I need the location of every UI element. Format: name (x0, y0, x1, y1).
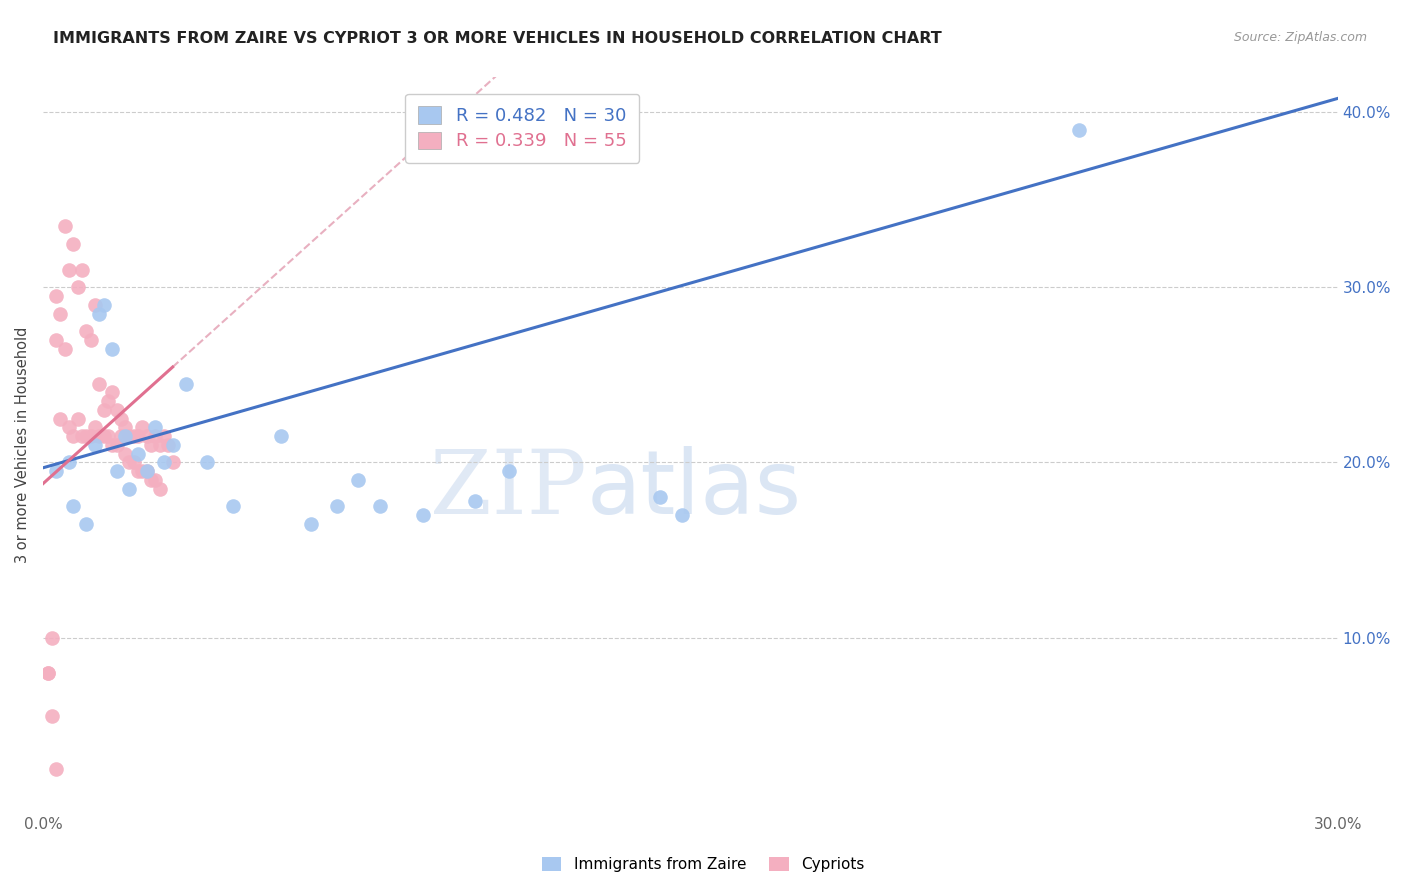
Point (75, 429, 97, 443)
Text: ZIP: ZIP (430, 445, 586, 533)
Point (135, 429, 157, 443)
Point (153, 429, 176, 443)
Point (93, 403, 115, 417)
Point (49, 307, 72, 321)
Point (79, 429, 101, 443)
Point (1067, 123, 1090, 137)
Point (127, 429, 149, 443)
Point (149, 438, 172, 452)
Point (101, 438, 124, 452)
Point (145, 429, 167, 443)
Point (45, 333, 67, 347)
Point (84, 298, 107, 312)
Text: Source: ZipAtlas.com: Source: ZipAtlas.com (1233, 31, 1367, 45)
Point (89, 307, 111, 321)
Point (62, 429, 84, 443)
Point (41, 709, 63, 723)
Point (53, 342, 76, 356)
Point (299, 516, 322, 531)
Text: IMMIGRANTS FROM ZAIRE VS CYPRIOT 3 OR MORE VEHICLES IN HOUSEHOLD CORRELATION CHA: IMMIGRANTS FROM ZAIRE VS CYPRIOT 3 OR MO… (53, 31, 942, 46)
Legend: Immigrants from Zaire, Cypriots: Immigrants from Zaire, Cypriots (534, 849, 872, 880)
Point (131, 420, 153, 434)
Point (66, 280, 89, 294)
Point (97, 394, 120, 409)
Point (62, 236, 84, 251)
Point (222, 500, 245, 514)
Point (105, 403, 128, 417)
Point (70, 429, 93, 443)
Point (464, 494, 486, 508)
Point (131, 464, 153, 478)
Point (118, 455, 141, 469)
Point (153, 455, 176, 469)
Point (101, 385, 124, 400)
Point (118, 429, 141, 443)
Point (368, 500, 391, 514)
Point (114, 447, 136, 461)
Text: atlas: atlas (586, 446, 801, 533)
Point (347, 473, 370, 487)
Point (195, 455, 218, 469)
Point (135, 464, 157, 478)
Point (89, 376, 111, 391)
Point (75, 324, 97, 338)
Point (93, 298, 115, 312)
Point (139, 438, 162, 452)
Y-axis label: 3 or more Vehicles in Household: 3 or more Vehicles in Household (15, 326, 30, 563)
Point (70, 263, 93, 277)
Point (101, 342, 124, 356)
Point (93, 429, 115, 443)
Point (412, 508, 434, 522)
Point (84, 420, 107, 434)
Point (114, 429, 136, 443)
Point (157, 438, 180, 452)
Point (145, 420, 167, 434)
Point (122, 455, 145, 469)
Point (84, 438, 107, 452)
Point (89, 429, 111, 443)
Point (45, 289, 67, 303)
Point (145, 473, 167, 487)
Point (114, 420, 136, 434)
Point (66, 411, 89, 425)
Point (45, 762, 67, 776)
Point (174, 376, 197, 391)
Point (41, 631, 63, 645)
Point (118, 482, 141, 496)
Point (149, 482, 172, 496)
Point (498, 464, 520, 478)
Point (58, 263, 80, 277)
Point (127, 464, 149, 478)
Point (671, 508, 693, 522)
Point (110, 411, 132, 425)
Point (53, 219, 76, 234)
Point (97, 429, 120, 443)
Point (325, 500, 347, 514)
Point (58, 420, 80, 434)
Point (135, 464, 157, 478)
Point (75, 516, 97, 531)
Point (62, 500, 84, 514)
Point (79, 333, 101, 347)
Point (162, 438, 184, 452)
Point (58, 455, 80, 469)
Legend: R = 0.482   N = 30, R = 0.339   N = 55: R = 0.482 N = 30, R = 0.339 N = 55 (405, 94, 640, 163)
Point (105, 438, 128, 452)
Point (110, 429, 132, 443)
Point (49, 411, 72, 425)
Point (162, 455, 184, 469)
Point (37, 665, 59, 680)
Point (122, 429, 145, 443)
Point (139, 473, 162, 487)
Point (127, 447, 149, 461)
Point (650, 491, 672, 505)
Point (37, 665, 59, 680)
Point (270, 429, 292, 443)
Point (105, 464, 128, 478)
Point (45, 464, 67, 478)
